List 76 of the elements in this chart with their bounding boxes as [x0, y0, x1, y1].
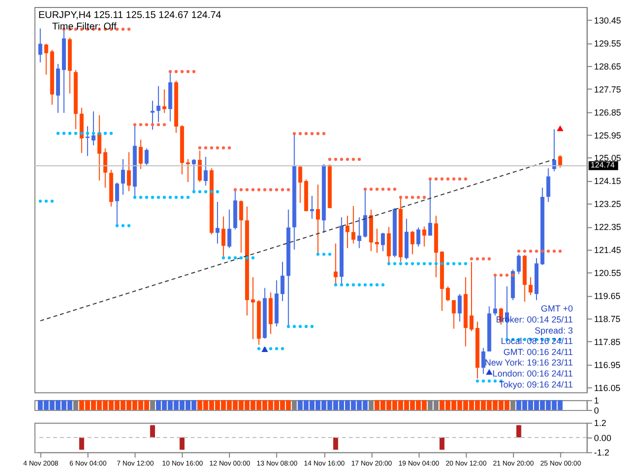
- candlestick: [334, 243, 338, 286]
- y-tick-label: 128.65: [594, 61, 622, 72]
- candlestick: [280, 261, 284, 302]
- candlestick: [481, 347, 486, 374]
- candlestick: [227, 209, 232, 249]
- candlestick: [221, 216, 226, 258]
- candlestick: [192, 158, 196, 192]
- y-tick-label: -1.2: [594, 448, 610, 458]
- candlestick: [375, 228, 379, 254]
- candlestick: [458, 294, 462, 322]
- candlestick: [452, 300, 456, 330]
- y-tick-label: 126.85: [594, 107, 622, 118]
- y-tick-label: 0: [594, 405, 600, 416]
- candlestick: [239, 200, 244, 254]
- annotation: Tokyo: 09:16 24/11: [498, 379, 573, 390]
- y-tick-label: 130.45: [594, 15, 622, 26]
- y-tick-label: 0.00: [594, 432, 612, 443]
- y-tick-label: 1: [594, 396, 600, 406]
- annotation: New York: 19:16 23/11: [484, 358, 573, 368]
- candlestick: [216, 201, 220, 244]
- candlestick: [558, 154, 562, 168]
- candlestick: [428, 176, 432, 236]
- candlestick: [546, 168, 550, 202]
- y-tick-label: 122.35: [594, 222, 622, 232]
- y-tick-label: 117.85: [594, 336, 620, 347]
- annotation: GMT +0: [540, 304, 573, 314]
- y-tick-label: 124.15: [594, 176, 622, 186]
- candlestick: [204, 156, 208, 186]
- candlestick: [250, 276, 255, 340]
- y-tick-label: 125.95: [594, 130, 622, 140]
- annotation: Local: 08:16 24/11: [500, 336, 573, 346]
- candlestick: [126, 152, 131, 192]
- candlestick: [310, 195, 314, 220]
- y-tick-label: 123.25: [594, 199, 622, 210]
- point: [486, 368, 493, 375]
- candlestick: [386, 226, 391, 264]
- candlestick: [470, 261, 474, 332]
- ref-line-label: 124.74: [590, 160, 616, 170]
- annotation: Spread: 3: [534, 325, 573, 336]
- y-tick-label: 120.55: [594, 268, 622, 278]
- candlestick: [380, 232, 385, 252]
- y-tick-label: 129.55: [594, 38, 622, 48]
- y-tick-label: 125.05: [594, 153, 622, 164]
- annotation: London: 00:16 24/11: [492, 368, 573, 379]
- y-tick-label: 127.75: [594, 84, 622, 94]
- y-tick-label: 121.45: [594, 245, 622, 256]
- candlestick: [156, 86, 160, 123]
- candlestick: [38, 28, 42, 63]
- candlestick: [316, 184, 320, 255]
- text: Time Filter: Off: [52, 22, 117, 33]
- candlestick: [144, 148, 149, 166]
- candlestick: [351, 206, 356, 244]
- candlestick: [410, 230, 414, 255]
- candlestick: [346, 215, 350, 249]
- candlestick: [298, 165, 302, 204]
- candlestick: [86, 126, 90, 157]
- candlestick: [44, 43, 48, 76]
- candlestick: [416, 226, 420, 248]
- point: [556, 125, 564, 132]
- candlestick: [97, 114, 102, 182]
- y-tick-label: 116.05: [594, 382, 620, 393]
- annotation: GMT: 00:16 24/11: [503, 346, 573, 357]
- candlestick: [198, 150, 202, 183]
- chart-title: EURJPY,H4 125.11 125.15 124.67 124.74: [38, 10, 222, 21]
- y-tick-label: 118.75: [594, 314, 620, 324]
- candlestick: [493, 275, 498, 316]
- candlestick: [528, 276, 533, 296]
- candlestick: [91, 110, 96, 146]
- candlestick: [516, 254, 521, 275]
- y-tick-label: 1.2: [594, 418, 606, 428]
- candlestick: [162, 88, 166, 114]
- candlestick: [121, 158, 125, 196]
- y-tick-label: 119.65: [594, 291, 620, 302]
- y-tick-label: 116.95: [594, 360, 620, 370]
- candlestick: [446, 286, 450, 302]
- candlestick: [115, 182, 120, 226]
